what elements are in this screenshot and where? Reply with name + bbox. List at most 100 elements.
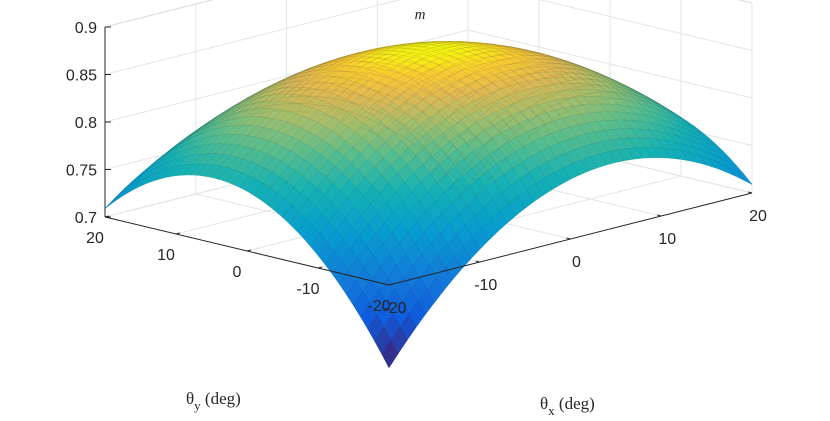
surface-mesh-cell (314, 76, 332, 84)
surface-mesh-cell (399, 67, 417, 77)
surface-mesh-cell (459, 129, 477, 146)
surface-mesh-cell (472, 169, 490, 189)
surface-mesh-cell (392, 72, 410, 83)
surface-mesh-cell (530, 79, 548, 90)
surface-mesh-cell (246, 97, 263, 107)
surface-mesh-cell (527, 103, 545, 117)
surface-mesh-cell (386, 130, 403, 147)
surface-mesh-cell (485, 137, 502, 154)
surface-mesh-cell (169, 140, 187, 153)
surface-mesh-cell (240, 92, 257, 103)
surface-mesh-cell (176, 136, 194, 149)
surface-mesh-cell (432, 110, 450, 125)
surface-mesh-cell (503, 64, 521, 72)
surface-mesh-cell (519, 66, 537, 75)
surface-mesh-cell (435, 81, 453, 93)
surface-mesh-cell (334, 58, 351, 65)
surface-mesh-cell (447, 161, 465, 180)
surface-mesh-cell (325, 60, 342, 66)
surface-mesh-cell (520, 107, 538, 122)
surface-mesh-cell (302, 95, 320, 105)
surface-mesh-cell (465, 178, 483, 198)
surface-mesh-cell (409, 119, 427, 135)
surface-mesh-cell (157, 146, 174, 161)
surface-mesh-cell (331, 108, 349, 121)
surface-mesh-cell (431, 163, 449, 182)
surface-mesh-cell (508, 132, 526, 148)
surface-mesh-cell (180, 130, 198, 143)
surface-mesh-cell (441, 116, 459, 131)
surface-mesh-cell (328, 66, 346, 73)
z-tick-label: 0.8 (75, 115, 97, 132)
surface-mesh-cell (446, 97, 464, 110)
surface-mesh-cell (468, 136, 486, 154)
surface-mesh-cell (417, 46, 434, 51)
surface-mesh-cell (139, 161, 156, 176)
surface-mesh-cell (482, 72, 500, 83)
surface-mesh-cell (338, 100, 356, 112)
surface-mesh-cell (448, 109, 466, 124)
surface-mesh-cell (483, 122, 500, 138)
surface-mesh-cell (155, 149, 172, 163)
y-tick-label: 0 (233, 264, 242, 281)
surface-mesh-cell (177, 134, 194, 147)
surface-mesh-cell (469, 91, 487, 104)
surface-mesh-cell (262, 88, 279, 98)
surface-mesh-cell (477, 144, 495, 162)
z-tick-label: 0.85 (66, 68, 97, 85)
surface-mesh-cell (162, 144, 179, 158)
surface-mesh-cell (434, 49, 453, 55)
surface-mesh-cell (461, 144, 479, 162)
surface-mesh-cell (304, 103, 322, 114)
surface-mesh-cell (475, 76, 492, 87)
surface-mesh-cell (479, 161, 497, 180)
surface-mesh-cell (235, 98, 252, 108)
surface-mesh-cell (457, 115, 475, 131)
surface-mesh-cell (522, 120, 540, 136)
surface-mesh-cell (379, 58, 397, 65)
surface-mesh-cell (428, 87, 446, 99)
surface-mesh-cell (132, 167, 149, 182)
surface-mesh-cell (572, 95, 590, 106)
surface-mesh-cell (414, 99, 432, 113)
surface-mesh-cell (253, 91, 270, 101)
surface-mesh-cell (489, 69, 507, 79)
surface-mesh-cell (344, 61, 363, 67)
surface-mesh-cell (365, 109, 383, 123)
surface-mesh-cell (189, 123, 207, 136)
surface-mesh-cell (238, 103, 256, 114)
x-tick-mark (657, 214, 662, 217)
surface-mesh-cell (289, 83, 307, 92)
surface-mesh-cell (249, 88, 266, 98)
surface-mesh-cell (495, 98, 513, 112)
surface-mesh-cell (447, 63, 465, 73)
surface-mesh-cell (242, 93, 259, 103)
surface-mesh-cell (402, 52, 420, 58)
surface-mesh-cell (473, 68, 491, 78)
surface-mesh-cell (337, 66, 356, 72)
surface-mesh-cell (455, 102, 473, 117)
surface-mesh-cell (202, 117, 220, 130)
surface-mesh-cell (104, 193, 122, 209)
surface-mesh-cell (256, 84, 273, 94)
surface-mesh-cell (200, 117, 218, 129)
surface-mesh-cell (231, 97, 248, 108)
surface-mesh-cell (445, 57, 464, 65)
surface-mesh-cell (247, 100, 266, 111)
surface-mesh-cell (394, 81, 412, 92)
surface-mesh-cell (498, 74, 516, 85)
surface-mesh-cell (193, 122, 211, 135)
surface-mesh-cell (417, 73, 435, 84)
surface-mesh-cell (306, 64, 324, 71)
surface-mesh-cell (349, 114, 367, 127)
surface-mesh-cell (175, 133, 192, 147)
surface-mesh-cell (229, 99, 246, 110)
surface-mesh-cell (214, 107, 232, 118)
chart-title: m (415, 7, 426, 23)
surface-mesh-cell (258, 104, 277, 114)
surface-mesh-cell (263, 92, 282, 102)
surface-mesh-cell (380, 94, 397, 106)
surface-mesh-cell (261, 82, 278, 91)
surface-mesh-cell (423, 104, 441, 119)
surface-mesh-cell (395, 136, 412, 153)
